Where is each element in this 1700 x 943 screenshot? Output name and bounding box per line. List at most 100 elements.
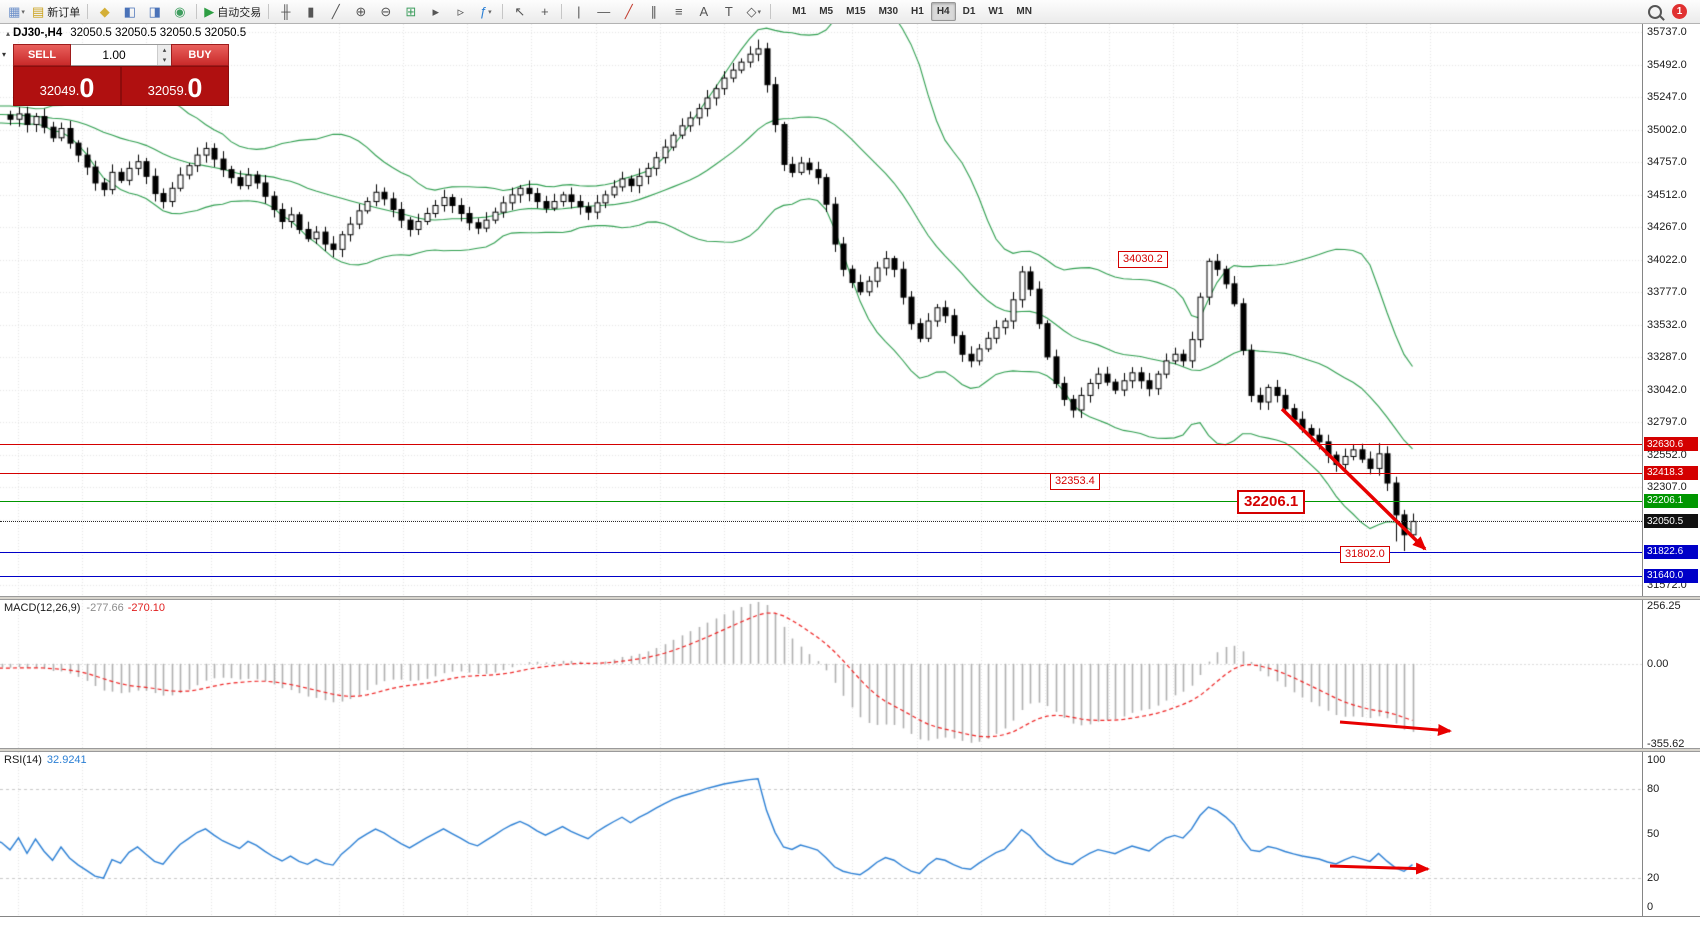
buy-price-display[interactable]: 32059. 0 [121,66,229,106]
navigator-icon[interactable]: ◉ [168,2,191,22]
resistance-line-lower[interactable] [0,472,1642,474]
horizontal-line-icon[interactable]: — [592,2,615,22]
timeframe-m1[interactable]: M1 [792,6,807,17]
new-order-button[interactable]: ▤ 新订单 [30,2,82,22]
channel-icon[interactable]: ∥ [642,2,665,22]
rsi-axis-tick: 50 [1647,827,1660,840]
price-tick: 34267.0 [1647,221,1687,234]
price-tick: 34757.0 [1647,156,1687,169]
trendline-icon-glyph: ╱ [624,4,633,19]
timeframe-m15[interactable]: M15 [846,6,866,17]
sell-price-big-digit: 0 [79,73,95,103]
autotrading-button[interactable]: ▶ 自动交易 [202,2,263,22]
auto-scroll-icon[interactable]: ▸ [424,2,447,22]
price-label-32353[interactable]: 32353.4 [1050,473,1100,491]
current-price-line[interactable] [0,521,1642,523]
label-icon[interactable]: T [717,2,740,22]
trendline-icon[interactable]: ╱ [617,2,640,22]
rsi-axis-tick: 0 [1647,901,1654,913]
main-chart-canvas[interactable] [0,24,1642,596]
vertical-line-icon[interactable]: | [567,2,590,22]
line-chart-icon[interactable]: ╱ [324,2,347,22]
timeframe-m5[interactable]: M5 [819,6,834,17]
sell-price-small: 32049. [39,83,80,98]
dropdown-caret-icon: ▾ [21,8,25,16]
candlestick-chart-icon[interactable]: ▮ [299,2,322,22]
rsi-value: 32.9241 [46,754,87,766]
panel-separator[interactable] [0,748,1700,752]
market-watch-icon[interactable]: ◧ [118,2,141,22]
timeframe-h4[interactable]: H4 [930,2,956,21]
text-icon-glyph: A [699,4,709,19]
indicators-icon[interactable]: ƒ ▾ [474,2,497,22]
price-tick: 33042.0 [1647,383,1687,396]
new-order-button-label: 新订单 [47,6,81,19]
zoom-out-icon-glyph: ⊖ [380,4,392,19]
price-tick: 33777.0 [1647,286,1687,299]
support-line-blue-lower[interactable] [0,575,1642,577]
volume-down-icon[interactable]: ▾ [158,55,171,65]
text-icon[interactable]: A [692,2,715,22]
timeframe-h1[interactable]: H1 [911,6,924,17]
chart-shift-icon-glyph: ▹ [457,4,465,19]
price-label-32206[interactable]: 32206.1 [1237,489,1306,514]
price-label-31802[interactable]: 31802.0 [1340,546,1390,564]
zoom-in-icon[interactable]: ⊕ [349,2,372,22]
tile-windows-icon-glyph: ⊞ [405,4,417,19]
price-label-34030[interactable]: 34030.2 [1118,250,1168,268]
macd-signal-value: -270.10 [127,602,166,614]
support-line-green[interactable] [0,500,1642,502]
timeframe-d1[interactable]: D1 [962,6,976,17]
resistance-line-upper[interactable] [0,444,1642,446]
chart-shift-icon[interactable]: ▹ [449,2,472,22]
volume-input[interactable] [71,45,157,65]
sell-button[interactable]: SELL [13,44,71,66]
price-badge: 32630.6 [1644,437,1698,452]
crosshair-icon[interactable]: + [533,2,556,22]
one-click-collapse-icon[interactable]: ▾ [2,50,7,59]
price-badge: 32418.3 [1644,465,1698,480]
symbol-marker-icon: ▴ [6,29,11,38]
profiles-icon[interactable]: ◆ [93,2,116,22]
time-axis[interactable] [0,916,1700,943]
price-badge: 31640.0 [1644,568,1698,583]
bar-chart-icon[interactable]: ╫ [274,2,297,22]
autotrading-button-label: 自动交易 [217,6,262,19]
rsi-panel-canvas[interactable] [0,752,1642,916]
cursor-icon-glyph: ↖ [514,4,526,19]
tile-windows-icon[interactable]: ⊞ [399,2,422,22]
one-click-trading-panel: SELL ▴ ▾ BUY 32049.0 32059.0 [13,44,229,106]
zoom-out-icon[interactable]: ⊖ [374,2,397,22]
rsi-axis-tick: 100 [1647,754,1666,766]
support-line-blue-upper[interactable] [0,551,1642,553]
macd-axis-tick: 256.25 [1647,600,1681,612]
fibonacci-icon[interactable]: ≡ [667,2,690,22]
cursor-icon[interactable]: ↖ [508,2,531,22]
panel-separator[interactable] [0,596,1700,600]
price-tick: 35002.0 [1647,123,1687,136]
macd-name: MACD(12,26,9) [4,602,81,614]
ohlc-values: 32050.5 32050.5 32050.5 32050.5 [70,27,247,39]
timeframe-w1[interactable]: W1 [988,6,1004,17]
timeframe-m30[interactable]: M30 [878,6,899,17]
buy-button[interactable]: BUY [171,44,229,66]
price-tick: 32552.0 [1647,448,1687,461]
notification-badge[interactable]: 1 [1672,4,1687,19]
search-icon[interactable] [1648,4,1662,19]
timeframe-mn[interactable]: MN [1016,6,1032,17]
price-tick: 34022.0 [1647,253,1687,266]
sell-price-display[interactable]: 32049. 0 [13,66,121,106]
volume-up-icon[interactable]: ▴ [158,45,171,55]
price-tick: 35492.0 [1647,58,1687,71]
macd-axis-tick: 0.00 [1647,657,1669,670]
dropdown-caret-icon: ▾ [488,8,492,16]
rsi-axis-tick: 80 [1647,783,1660,796]
line-chart-icon-glyph: ╱ [331,4,340,19]
new-chart-icon[interactable]: ▦ ▾ [5,2,28,22]
crosshair-icon-glyph: + [541,4,549,19]
shapes-icon[interactable]: ◇ ▾ [742,2,765,22]
toolbar-separator [502,4,504,19]
macd-panel-canvas[interactable] [0,600,1642,748]
data-window-icon[interactable]: ◨ [143,2,166,22]
